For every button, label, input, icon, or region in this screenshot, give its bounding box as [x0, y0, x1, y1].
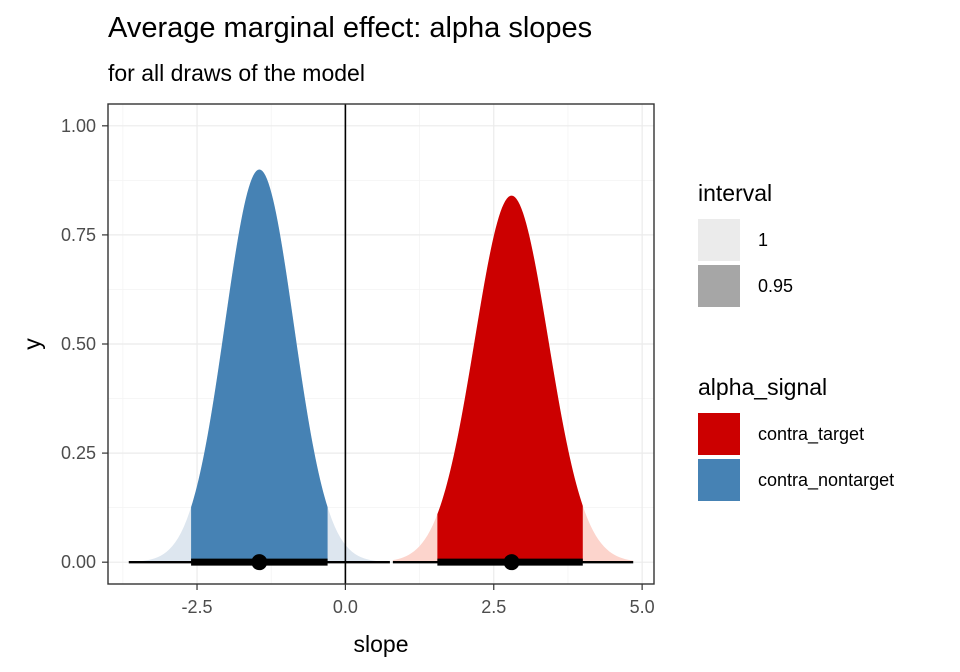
chart-subtitle: for all draws of the model — [108, 60, 365, 86]
legend-interval-item: 0.95 — [698, 263, 793, 309]
density-areas — [128, 169, 634, 563]
legend-key-contra-target — [698, 413, 740, 455]
x-tick-label: -2.5 — [182, 597, 213, 617]
legend-label: 1 — [758, 229, 769, 250]
y-axis-title: y — [19, 338, 45, 350]
legend-key-interval-095 — [698, 265, 740, 307]
legend-interval-title: interval — [698, 180, 773, 206]
chart-title: Average marginal effect: alpha slopes — [108, 12, 593, 44]
legend-label: 0.95 — [758, 275, 794, 296]
legend-signal-item: contra_nontarget — [698, 457, 894, 503]
y-tick-label: 0.25 — [61, 443, 96, 463]
point-estimate-contra-nontarget — [251, 554, 268, 571]
legend-key-contra-nontarget — [698, 459, 740, 501]
axis-ticks: -2.5 0.0 2.5 5.0 0.00 0.25 0.50 0.75 1.00 — [61, 116, 655, 617]
y-tick-label: 0.50 — [61, 334, 96, 354]
legend-alpha-signal: alpha_signal contra_target contra_nontar… — [698, 374, 894, 503]
x-tick-label: 0.0 — [333, 597, 358, 617]
y-tick-label: 0.75 — [61, 225, 96, 245]
point-estimate-contra-target — [503, 554, 520, 571]
interval-bars — [128, 554, 634, 571]
y-tick-label: 0.00 — [61, 552, 96, 572]
density-contra-target-ci95 — [437, 195, 583, 563]
y-tick-label: 1.00 — [61, 116, 96, 136]
x-tick-label: 2.5 — [481, 597, 506, 617]
x-axis-title: slope — [354, 631, 409, 657]
legend-label: contra_target — [758, 423, 865, 444]
x-tick-label: 5.0 — [630, 597, 655, 617]
legend-alpha-signal-title: alpha_signal — [698, 374, 828, 400]
legend-interval: interval 1 0.95 — [698, 180, 793, 309]
legend-label: contra_nontarget — [758, 469, 895, 490]
legend-interval-item: 1 — [698, 217, 793, 263]
legend-signal-item: contra_target — [698, 411, 894, 457]
legend-key-interval-1 — [698, 219, 740, 261]
density-contra-nontarget-ci95 — [191, 169, 328, 563]
